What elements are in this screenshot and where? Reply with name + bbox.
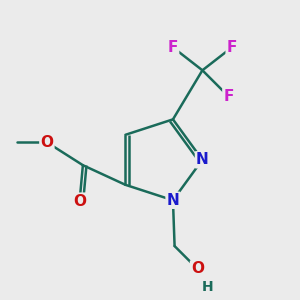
Text: N: N xyxy=(167,193,179,208)
Text: O: O xyxy=(73,194,86,209)
Text: N: N xyxy=(196,152,209,167)
Text: F: F xyxy=(227,40,237,55)
Text: O: O xyxy=(191,262,204,277)
Text: F: F xyxy=(168,40,178,55)
Text: O: O xyxy=(40,135,53,150)
Text: H: H xyxy=(202,280,213,294)
Text: F: F xyxy=(224,89,234,104)
